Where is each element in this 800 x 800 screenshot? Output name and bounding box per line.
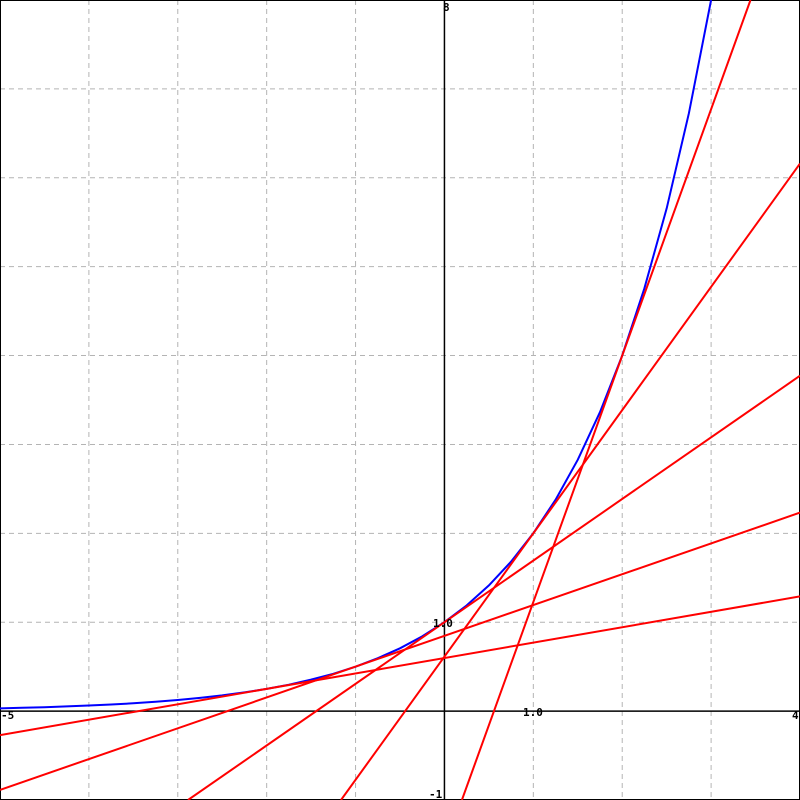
y-max-label: 8 xyxy=(443,1,450,14)
x-unit-label: 1.0 xyxy=(523,706,543,719)
x-max-label: 4 xyxy=(792,709,799,722)
tangent-line-1 xyxy=(0,595,800,737)
y-unit-label: 1.0 xyxy=(433,617,453,630)
tangent-line-4 xyxy=(340,163,800,800)
tangent-line-2 xyxy=(0,511,800,791)
y-min-label: -1 xyxy=(429,788,443,800)
tangent-line-5 xyxy=(460,0,752,800)
x-min-label: -5 xyxy=(1,709,14,722)
